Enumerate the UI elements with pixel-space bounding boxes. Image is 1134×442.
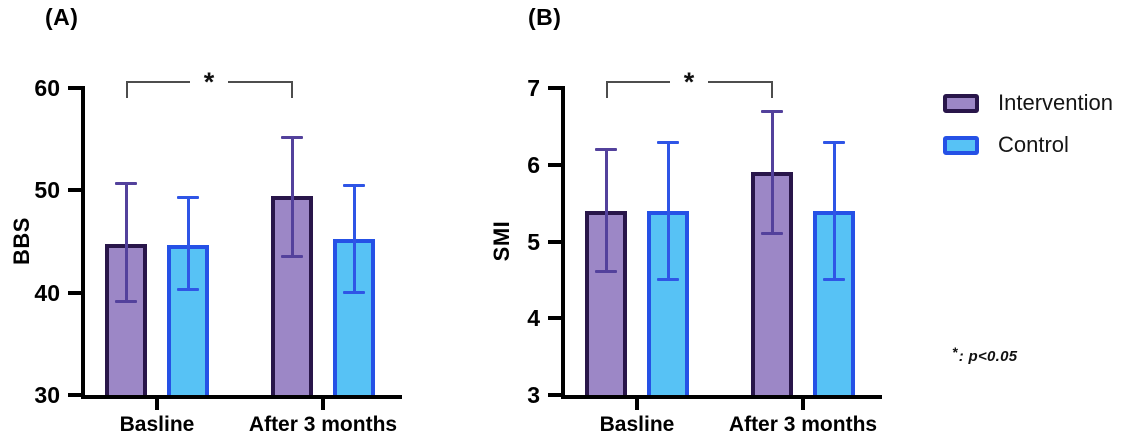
error-bar-stem-intervention-basline — [605, 149, 608, 273]
x-tick — [155, 399, 159, 410]
y-tick — [68, 393, 81, 397]
y-tick-label: 40 — [34, 279, 60, 306]
significance-bracket-drop-right — [771, 81, 773, 98]
x-tick — [321, 399, 325, 410]
y-tick-label: 5 — [527, 228, 540, 255]
error-bar-cap-top-intervention-after-3-months — [761, 110, 783, 114]
y-axis — [81, 86, 85, 399]
significance-bracket-line-left — [126, 81, 190, 83]
panel-title: (B) — [528, 4, 562, 30]
x-axis — [561, 395, 882, 399]
error-bar-cap-bottom-intervention-basline — [595, 270, 617, 274]
error-bar-cap-bottom-control-after-3-months — [343, 290, 365, 294]
significance-star: * — [203, 67, 215, 97]
y-axis — [561, 86, 565, 399]
error-bar-cap-bottom-control-basline — [177, 287, 199, 291]
y-tick-label: 50 — [34, 177, 60, 204]
error-bar-cap-top-control-basline — [657, 140, 679, 144]
significance-bracket-line-left — [606, 81, 670, 83]
y-tick — [68, 290, 81, 295]
control-swatch-icon — [943, 135, 979, 155]
error-bar-cap-top-intervention-after-3-months — [281, 136, 303, 140]
significance-bracket-drop-right — [291, 81, 293, 98]
error-bar-cap-top-control-after-3-months — [823, 140, 845, 144]
error-bar-cap-bottom-control-basline — [657, 277, 679, 281]
legend-item-intervention: Intervention — [943, 90, 1113, 116]
significance-note: *: p<0.05 — [952, 344, 1018, 365]
y-tick-label: 60 — [34, 75, 60, 101]
y-tick — [548, 393, 561, 397]
x-tick — [801, 399, 805, 410]
y-tick-label: 4 — [527, 305, 540, 332]
x-category-label: After 3 months — [728, 413, 878, 436]
x-tick — [635, 399, 639, 410]
y-tick — [68, 188, 81, 193]
y-tick — [548, 316, 561, 321]
y-tick-label: 3 — [527, 382, 540, 408]
y-tick-label: 6 — [527, 151, 540, 178]
bar-intervention-after-3-months — [271, 196, 313, 399]
significance-bracket-line-right — [228, 81, 292, 83]
y-tick-label: 7 — [527, 75, 540, 101]
legend-item-control: Control — [943, 132, 1069, 158]
error-bar-stem-control-after-3-months — [353, 185, 356, 293]
legend-label-control: Control — [998, 132, 1069, 157]
significance-note-text: : p<0.05 — [958, 348, 1018, 365]
significance-star: * — [683, 67, 695, 97]
error-bar-cap-bottom-control-after-3-months — [823, 277, 845, 281]
y-tick — [548, 162, 561, 167]
x-category-label: Basline — [599, 413, 675, 436]
error-bar-stem-control-basline — [667, 141, 670, 280]
error-bar-cap-top-intervention-basline — [595, 148, 617, 152]
significance-bracket-drop-left — [126, 81, 128, 98]
intervention-swatch-icon — [943, 93, 979, 113]
y-tick — [548, 239, 561, 244]
error-bar-cap-top-control-after-3-months — [343, 184, 365, 188]
y-axis-title: BBS — [9, 217, 34, 265]
y-tick-label: 30 — [34, 382, 60, 408]
legend-label-intervention: Intervention — [998, 90, 1113, 115]
x-category-label: Basline — [119, 413, 195, 436]
x-category-label: After 3 months — [248, 413, 398, 436]
error-bar-stem-control-after-3-months — [833, 141, 836, 280]
error-bar-stem-intervention-basline — [125, 183, 128, 302]
error-bar-stem-control-basline — [187, 197, 190, 290]
panel-title: (A) — [45, 4, 79, 30]
significance-note-star: * — [952, 344, 958, 360]
y-axis-title: SMI — [489, 220, 514, 262]
error-bar-cap-top-intervention-basline — [115, 182, 137, 186]
error-bar-cap-top-control-basline — [177, 196, 199, 200]
y-tick — [548, 86, 561, 90]
y-tick — [68, 86, 81, 90]
error-bar-cap-bottom-intervention-after-3-months — [761, 231, 783, 235]
error-bar-cap-bottom-intervention-basline — [115, 299, 137, 303]
x-axis — [81, 395, 402, 399]
significance-bracket-line-right — [708, 81, 772, 83]
error-bar-stem-intervention-after-3-months — [291, 137, 294, 257]
significance-bracket-drop-left — [606, 81, 608, 98]
error-bar-stem-intervention-after-3-months — [771, 111, 774, 234]
error-bar-cap-bottom-intervention-after-3-months — [281, 254, 303, 258]
